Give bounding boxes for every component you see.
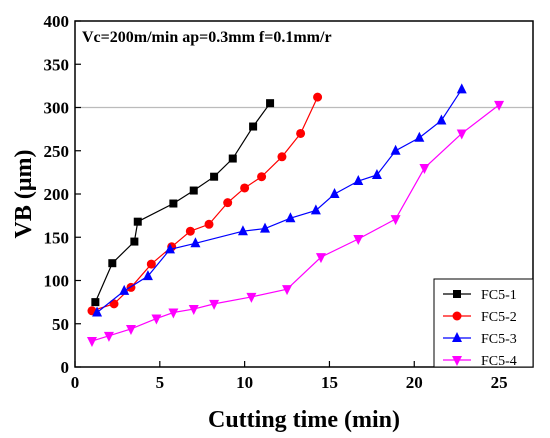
data-point — [210, 172, 219, 181]
x-tick-label: 15 — [321, 373, 338, 392]
data-point — [371, 168, 382, 179]
data-point — [456, 83, 467, 94]
y-tick-label: 250 — [44, 142, 70, 161]
data-point — [259, 222, 270, 233]
series-FC5-3 — [92, 83, 467, 317]
data-point — [249, 122, 258, 131]
data-point — [119, 284, 130, 295]
data-point — [142, 270, 153, 281]
data-point — [494, 100, 505, 111]
data-point — [329, 188, 340, 198]
y-axis-title: VB (μm) — [11, 150, 37, 239]
data-point — [285, 212, 296, 223]
data-point — [240, 183, 250, 193]
legend-label: FC5-3 — [481, 332, 517, 347]
data-point — [103, 331, 114, 342]
data-point — [133, 217, 142, 226]
data-point — [313, 92, 323, 102]
x-tick-label: 5 — [156, 373, 165, 392]
y-tick-label: 0 — [61, 358, 70, 377]
data-point — [223, 198, 233, 208]
legend-marker — [453, 290, 461, 298]
y-tick-label: 150 — [44, 228, 70, 247]
legend-label: FC5-2 — [481, 310, 517, 325]
data-point — [91, 298, 100, 307]
legend-entry: FC5-3 — [443, 332, 517, 347]
chart-annotation: Vc=200m/min ap=0.3mm f=0.1mm/r — [82, 29, 332, 46]
x-tick-label: 25 — [491, 373, 508, 392]
data-point — [246, 292, 257, 303]
legend-entry: FC5-4 — [443, 354, 517, 369]
data-point — [228, 154, 237, 163]
legend-marker — [452, 311, 462, 321]
data-point — [204, 219, 214, 229]
data-point — [188, 305, 199, 316]
series-line — [96, 89, 463, 313]
data-point — [310, 204, 321, 215]
data-point — [125, 324, 136, 335]
data-point — [353, 234, 364, 245]
legend-entry: FC5-2 — [443, 310, 517, 325]
data-point — [237, 225, 248, 236]
x-tick-label: 20 — [406, 373, 423, 392]
data-point — [189, 186, 198, 195]
y-tick-label: 350 — [44, 55, 70, 74]
x-tick-label: 10 — [236, 373, 253, 392]
series-FC5-4 — [86, 100, 505, 348]
data-point — [277, 152, 287, 162]
data-point — [296, 128, 306, 138]
data-point — [190, 237, 201, 248]
data-point — [353, 175, 364, 186]
legend: FC5-1 FC5-2 FC5-3 FC5-4 — [433, 278, 534, 369]
data-point — [456, 129, 467, 140]
data-point — [419, 164, 430, 175]
data-point — [414, 131, 425, 142]
data-point — [130, 237, 139, 246]
data-point — [108, 259, 117, 268]
legend-marker — [452, 356, 462, 366]
data-point — [257, 172, 267, 182]
data-point — [282, 285, 293, 296]
data-point — [92, 306, 103, 317]
data-point — [315, 253, 326, 264]
legend-entry: FC5-1 — [443, 288, 517, 303]
data-point — [185, 226, 195, 236]
data-point — [168, 308, 179, 319]
data-point — [109, 299, 119, 309]
series-layer — [86, 83, 505, 348]
series-FC5-1 — [91, 99, 275, 307]
x-axis-title: Cutting time (min) — [208, 407, 400, 433]
y-tick-label: 300 — [44, 99, 70, 118]
legend-label: FC5-4 — [481, 354, 517, 369]
data-point — [390, 144, 401, 155]
y-tick-label: 200 — [44, 185, 70, 204]
data-point — [86, 337, 97, 348]
y-tick-label: 50 — [52, 315, 69, 334]
data-point — [164, 243, 175, 254]
data-point — [151, 314, 162, 325]
data-point — [390, 215, 401, 226]
series-line — [94, 102, 271, 303]
legend-label: FC5-1 — [481, 288, 517, 303]
data-point — [266, 99, 275, 108]
data-point — [169, 199, 178, 208]
y-tick-label: 100 — [44, 272, 70, 291]
data-point — [146, 259, 156, 269]
data-point — [209, 299, 220, 310]
y-tick-label: 400 — [44, 12, 70, 31]
x-tick-label: 0 — [71, 373, 80, 392]
legend-marker — [452, 332, 462, 342]
data-point — [436, 114, 447, 125]
